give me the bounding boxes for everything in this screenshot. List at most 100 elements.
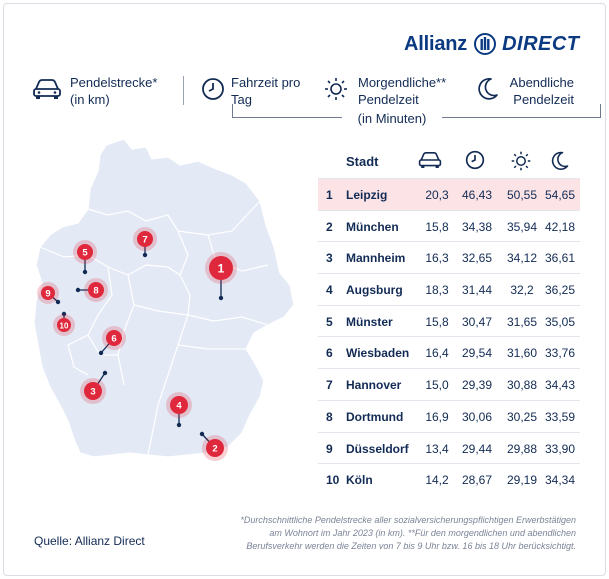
cell-morgen: 29,88 [506,441,538,456]
cell-tag: 31,44 [461,283,493,298]
city-dot [218,295,224,301]
state-borders [39,200,269,456]
clock-icon [202,78,224,100]
cell-city: Münster [346,314,393,329]
cell-city: Köln [346,473,373,488]
legend-fahrzeit-line1: Fahrzeit pro [231,75,301,90]
marker-circle [209,256,233,280]
cell-morgen: 32,2 [510,283,534,298]
cell-abend: 36,61 [544,251,576,266]
cell-rank: 10 [326,473,340,488]
ranking-table: Stadt 1 Leipzig 20,3 46,43 50,55 54,65 2 Münche… [318,144,580,495]
sun-icon [325,78,347,100]
legend-morgen: Morgendliche** Pendelzeit [358,74,446,108]
marker-label: 9 [45,289,50,300]
footnote-line3: Berufsverkehr werden die Zeiten von 7 bi… [246,541,576,551]
city-dot [142,252,148,258]
cell-abend: 54,65 [544,188,576,202]
cell-city: Hannover [346,378,402,393]
cell-abend: 33,76 [544,346,576,361]
city-marker: 8 [75,278,108,302]
city-dot [75,287,81,293]
table-row: 5 Münster 15,8 30,47 31,65 35,05 [318,304,580,337]
cell-rank: 1 [326,188,333,202]
legend-abend-line1: Abendliche [509,75,574,90]
legend-pendel-line1: Pendelstrecke* [70,75,158,90]
cell-km: 13,4 [425,441,449,456]
legend-divider [183,76,184,105]
legend-abend-line2: Pendelzeit [513,92,574,107]
cell-city: Düsseldorf [346,441,409,456]
marker-circle [206,439,224,457]
marker-label: 6 [111,334,116,345]
table-header: Stadt [318,144,580,178]
marker-label: 4 [176,401,182,412]
source-label: Quelle: Allianz Direct [34,534,145,548]
cell-km: 16,4 [425,346,449,361]
brand-logo: Allianz DIRECT [404,30,580,58]
city-dot [61,311,67,317]
moon-icon [478,77,498,100]
cell-tag: 30,47 [461,314,493,329]
legend-fahrzeit: Fahrzeit pro Tag [231,74,300,108]
cell-km: 14,2 [425,473,449,488]
footnote-line1: *Durchschnittliche Pendelstrecke aller s… [240,515,576,525]
marker-label: 3 [90,387,95,398]
cell-rank: 5 [326,314,333,329]
city-dot [98,350,104,356]
marker-label: 8 [93,286,98,297]
cell-tag: 28,67 [461,473,493,488]
cell-tag: 29,54 [461,346,493,361]
city-marker: 2 [199,431,228,461]
legend-fahrzeit-line2: Tag [231,92,252,107]
footnote: *Durchschnittliche Pendelstrecke aller s… [226,514,576,553]
cell-tag: 46,43 [461,188,493,202]
cell-abend: 35,05 [544,314,576,329]
cell-rank: 3 [326,251,333,266]
cell-morgen: 29,19 [506,473,538,488]
cell-city: Mannheim [346,251,406,266]
table-row: 6 Wiesbaden 16,4 29,54 31,60 33,76 [318,336,580,368]
table-row: 1 Leipzig 20,3 46,43 50,55 54,65 [318,178,580,210]
cell-city: Wiesbaden [346,346,410,361]
cell-rank: 8 [326,409,333,424]
city-marker: 3 [80,370,108,404]
table-row: 10 Köln 14,2 28,67 29,19 34,34 [318,463,580,495]
cell-city: Leipzig [346,188,388,202]
table-row: 8 Dortmund 16,9 30,06 30,25 33,59 [318,399,580,432]
minutes-label: (in Minuten) [342,111,442,126]
legend-pendel: Pendelstrecke* (in km) [70,74,157,108]
cell-abend: 34,34 [544,473,576,488]
header-stadt: Stadt [346,154,379,169]
marker-label: 1 [218,262,225,276]
cell-morgen: 31,65 [506,314,538,329]
cell-morgen: 35,94 [506,219,538,234]
cell-km: 20,3 [425,188,449,202]
logo-wordmark: Allianz [404,32,468,55]
cell-tag: 30,06 [461,409,493,424]
cell-morgen: 30,25 [506,409,538,424]
cell-abend: 42,18 [544,219,576,234]
marker-circle [41,286,55,300]
table-row: 9 Düsseldorf 13,4 29,44 29,88 33,90 [318,431,580,464]
marker-circle [88,282,104,298]
cell-tag: 32,65 [461,251,493,266]
cell-rank: 4 [326,283,333,298]
legend-abend: Abendliche Pendelzeit [506,74,574,108]
car-icon [33,79,61,99]
cell-morgen: 50,55 [506,188,538,202]
marker-circle [170,396,188,414]
table-row: 2 München 15,8 34,38 35,94 42,18 [318,209,580,242]
cell-km: 18,3 [425,283,449,298]
cell-morgen: 30,88 [506,378,538,393]
germany-shape [33,138,295,458]
marker-circle [57,318,71,332]
cell-tag: 29,39 [461,378,493,393]
city-marker: 4 [166,392,192,428]
city-dot [102,370,108,376]
city-dot [55,299,61,305]
marker-label: 5 [82,248,88,259]
table-row: 3 Mannheim 16,3 32,65 34,12 36,61 [318,241,580,273]
marker-label: 2 [212,444,217,455]
legend-morgen-line1: Morgendliche** [358,75,447,90]
